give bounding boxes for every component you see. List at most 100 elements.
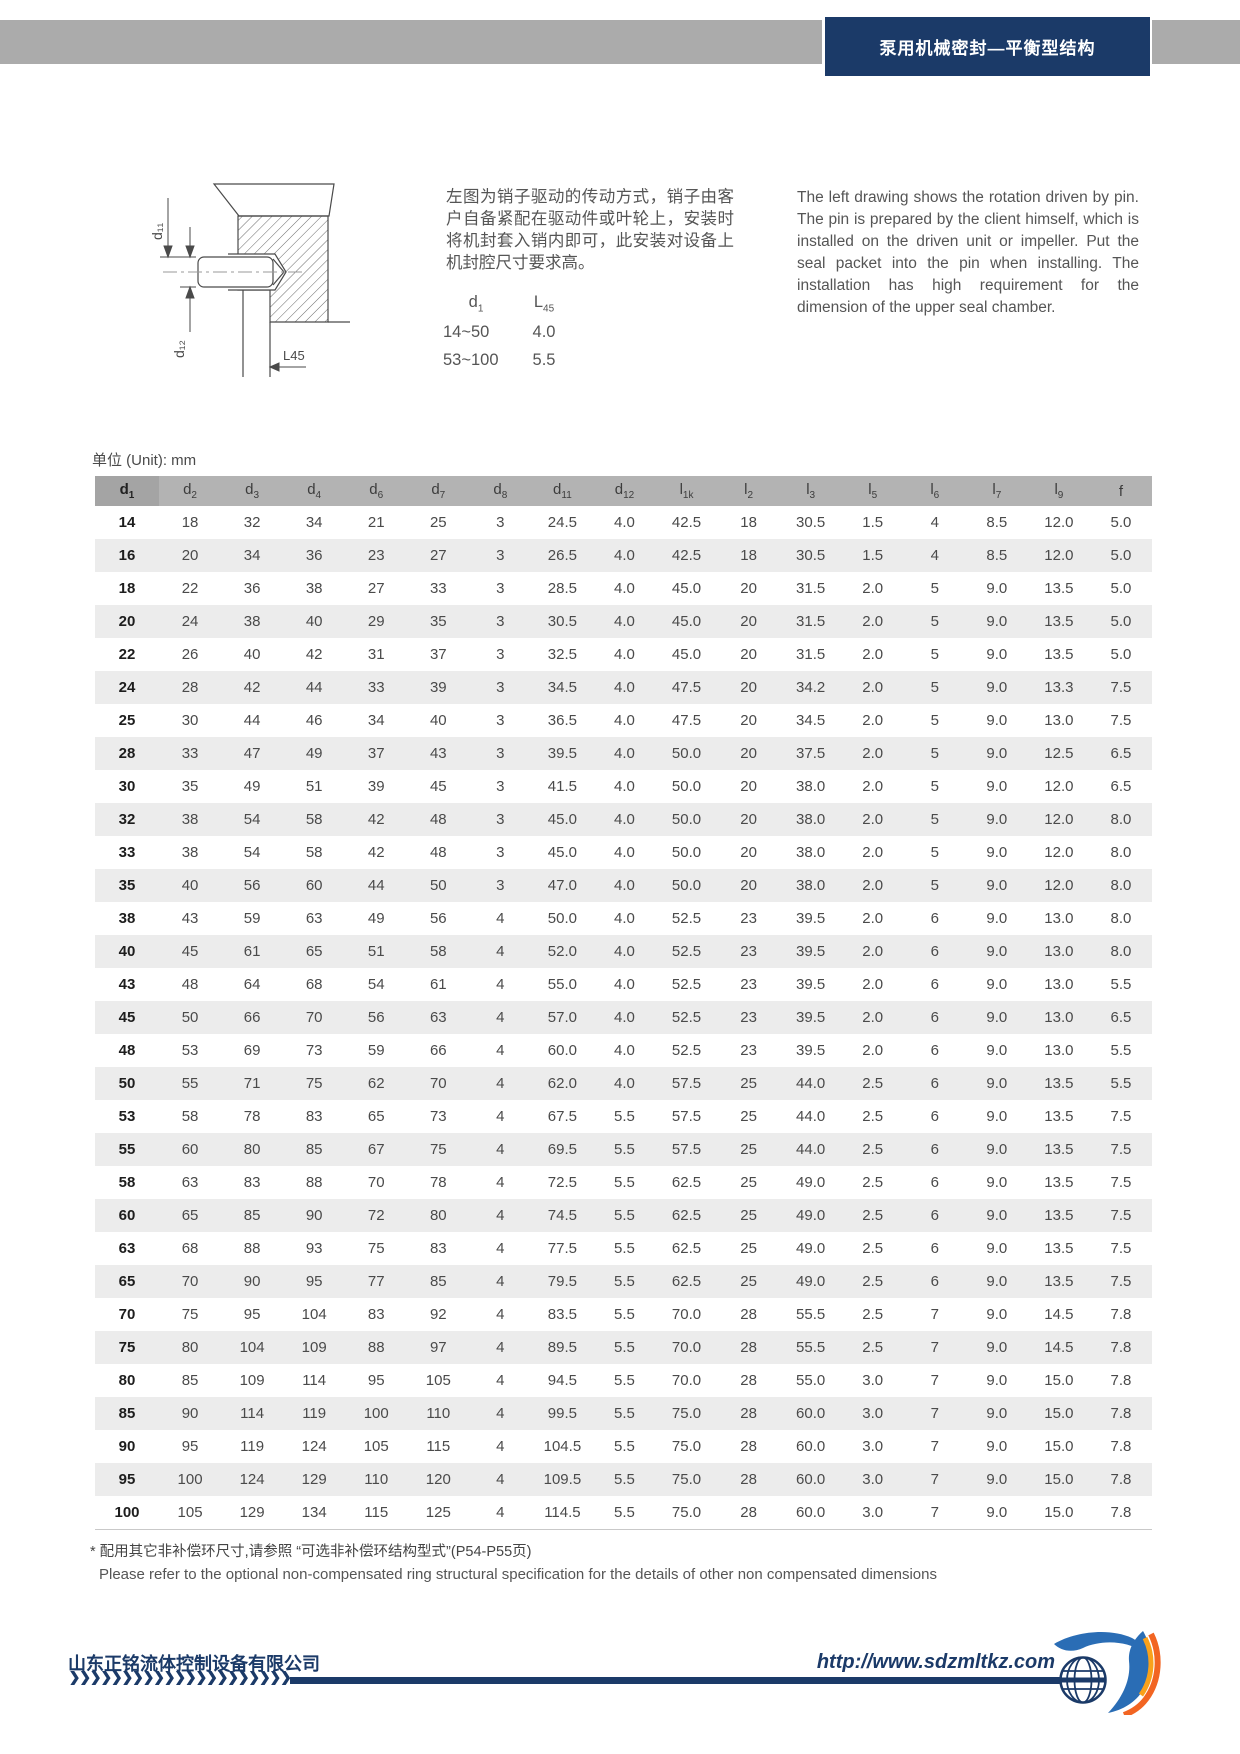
table-cell: 7.8 xyxy=(1110,1471,1132,1488)
table-cell: 6.5 xyxy=(1110,1009,1132,1026)
table-cell: 7.8 xyxy=(1110,1339,1132,1356)
table-cell: 5.5 xyxy=(614,1240,635,1257)
table-cell: 18 xyxy=(740,547,757,564)
table-row: 25 30 44 46 34 40 3 36.5 4.0 47.5 20 34.5 2.0 5 9.0 13.… xyxy=(95,704,1152,737)
table-cell: 9.0 xyxy=(986,1174,1008,1191)
dim-label-d11: d₁₁ xyxy=(149,222,165,240)
table-cell: 57.5 xyxy=(671,1108,702,1125)
table-cell: 25 xyxy=(740,1075,757,1092)
table-cell: 50 xyxy=(429,877,447,894)
table-cell: 2.5 xyxy=(862,1174,884,1191)
table-cell: 33 xyxy=(429,580,447,597)
table-cell: 48 xyxy=(118,1042,136,1059)
column-header: d1 xyxy=(95,476,159,506)
swoosh-icon xyxy=(1054,1631,1161,1715)
technical-drawing: d₁₁ d₁₂ L45 xyxy=(149,183,350,377)
table-cell: 15.0 xyxy=(1044,1471,1074,1488)
table-cell: 4.0 xyxy=(614,976,635,993)
table-cell: 2.5 xyxy=(862,1240,884,1257)
table-cell: 6 xyxy=(930,943,939,960)
table-cell: 32 xyxy=(118,811,136,828)
table-cell: 13.3 xyxy=(1044,679,1074,696)
table-cell: 2.0 xyxy=(862,811,884,828)
table-cell: 45.0 xyxy=(671,646,702,663)
table-cell: 9.0 xyxy=(986,1306,1008,1323)
table-cell: 3.0 xyxy=(862,1405,884,1422)
table-cell: 114 xyxy=(302,1372,327,1389)
table-cell: 90 xyxy=(181,1405,199,1422)
table-cell: 1.5 xyxy=(862,514,884,531)
table-cell: 95 xyxy=(367,1372,385,1389)
footnote-en: Please refer to the optional non-compens… xyxy=(99,1566,937,1583)
table-cell: 7 xyxy=(930,1339,939,1356)
table-cell: 55.0 xyxy=(547,976,577,993)
table-cell: 13.0 xyxy=(1044,1042,1074,1059)
table-cell: 70.0 xyxy=(671,1339,702,1356)
table-cell: 50.0 xyxy=(671,811,702,828)
table-cell: 66 xyxy=(429,1042,447,1059)
table-cell: 39 xyxy=(429,679,447,696)
table-cell: 43 xyxy=(118,976,136,993)
table-cell: 5.5 xyxy=(614,1207,635,1224)
table-cell: 20 xyxy=(740,877,757,894)
table-cell: 6 xyxy=(930,1240,939,1257)
table-cell: 43 xyxy=(429,745,447,762)
table-cell: 25 xyxy=(740,1108,757,1125)
table-cell: 14.5 xyxy=(1044,1306,1074,1323)
table-cell: 31.5 xyxy=(796,580,826,597)
table-cell: 9.0 xyxy=(986,943,1008,960)
table-cell: 9.0 xyxy=(986,712,1008,729)
table-cell: 78 xyxy=(429,1174,447,1191)
table-cell: 75.0 xyxy=(671,1471,702,1488)
table-cell: 54 xyxy=(243,844,261,861)
table-cell: 38 xyxy=(181,811,199,828)
footnote-cn: * 配用其它非补偿环尺寸,请参照 “可选非补偿环结构型式”(P54-P55页) xyxy=(90,1544,532,1560)
table-cell: 2.0 xyxy=(862,877,884,894)
table-cell: 5.0 xyxy=(1110,613,1132,630)
table-cell: 49 xyxy=(367,910,385,927)
table-cell: 72.5 xyxy=(547,1174,577,1191)
table-cell: 28 xyxy=(740,1504,757,1521)
table-row: 85 90 114 119 100 110 4 99.5 5.5 75.0 28 60.0 3.0 7 9.… xyxy=(95,1397,1152,1430)
table-cell: 42.5 xyxy=(671,547,702,564)
table-row: 60 65 85 90 72 80 4 74.5 5.5 62.5 25 49.0 2.5 6 9.0 13.… xyxy=(95,1199,1152,1232)
table-cell: 9.0 xyxy=(986,1075,1008,1092)
table-cell: 109 xyxy=(301,1339,327,1356)
table-cell: 7.8 xyxy=(1110,1438,1132,1455)
table-cell: 52.0 xyxy=(547,943,577,960)
pin-size-table: d1 L45 14~50 4.0 53~100 5.5 xyxy=(443,293,579,370)
table-cell: 25 xyxy=(740,1240,757,1257)
table-row: 90 95 119 124 105 115 4 104.5 5.5 75.0 28 60.0 3.0 7 9… xyxy=(95,1430,1152,1463)
table-cell: 12.0 xyxy=(1044,778,1074,795)
table-cell: 4 xyxy=(930,514,939,531)
table-cell: 100 xyxy=(114,1504,140,1521)
table-cell: 4.0 xyxy=(614,1042,635,1059)
table-row: 24 28 42 44 33 39 3 34.5 4.0 47.5 20 34.2 2.0 5 9.0 13.… xyxy=(95,671,1152,704)
table-cell: 4.0 xyxy=(614,547,635,564)
dimensions-table-head: d1 d2 d3 d4 d6 d7 d8 d11 d12 l1k l2 l3 l5 l6 l7 l9 f xyxy=(95,476,1152,506)
table-cell: 5.5 xyxy=(614,1306,635,1323)
table-cell: 125 xyxy=(425,1504,451,1521)
table-cell: 80 xyxy=(243,1141,261,1158)
table-cell: 70 xyxy=(118,1306,136,1323)
table-cell: 47.0 xyxy=(547,877,577,894)
table-cell: 85 xyxy=(243,1207,261,1224)
table-cell: 80 xyxy=(118,1372,136,1389)
table-cell: 9.0 xyxy=(986,580,1008,597)
dimension-lines xyxy=(160,198,306,372)
table-cell: 68 xyxy=(181,1240,199,1257)
table-cell: 47.5 xyxy=(671,679,702,696)
table-cell: 8.0 xyxy=(1110,943,1132,960)
table-cell: 3.0 xyxy=(862,1438,884,1455)
table-cell: 5.5 xyxy=(1110,1042,1132,1059)
table-cell: 31 xyxy=(367,646,385,663)
table-cell: 55 xyxy=(181,1075,199,1092)
table-cell: 23 xyxy=(740,976,757,993)
table-cell: 46 xyxy=(305,712,323,729)
table-cell: 4.0 xyxy=(614,877,635,894)
table-cell: 38.0 xyxy=(796,778,826,795)
column-header: d2 xyxy=(159,476,222,506)
table-cell: 26 xyxy=(181,646,199,663)
table-cell: 7 xyxy=(930,1372,939,1389)
table-row: 33 38 54 58 42 48 3 45.0 4.0 50.0 20 38.0 2.0 5 9.0 12.… xyxy=(95,836,1152,869)
